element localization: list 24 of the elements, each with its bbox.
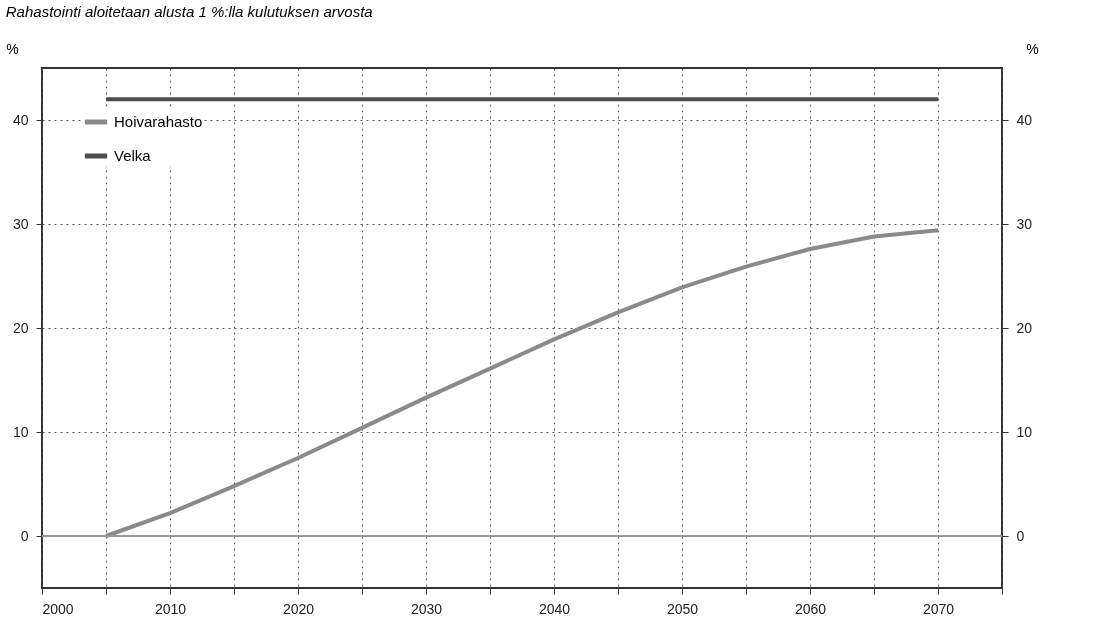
x-tick-label: 2040 (538, 600, 571, 617)
y-axis-title: % (6, 40, 19, 57)
y2-tick-label: 20 (1016, 319, 1033, 336)
y2-tick-label: 10 (1016, 423, 1033, 440)
y2-axis-title: % (1026, 40, 1039, 57)
x-tick-label: 2030 (410, 600, 443, 617)
x-tick-label: 2070 (922, 600, 955, 617)
y-tick-label: 40 (12, 111, 29, 128)
y2-tick-label: 40 (1016, 111, 1033, 128)
y-tick-label: 30 (12, 215, 29, 232)
y2-tick-label: 0 (1016, 527, 1025, 544)
x-tick-label: 2060 (794, 600, 827, 617)
x-tick-label: 2020 (282, 600, 315, 617)
x-tick-label: 2010 (154, 600, 187, 617)
y-tick-label: 20 (12, 319, 29, 336)
chart-title: Rahastointi aloitetaan alusta 1 %:lla kulutuksen arvosta (5, 3, 373, 20)
y-tick-label: 0 (20, 527, 29, 544)
x-tick-label: 2050 (666, 600, 699, 617)
y2-tick-label: 30 (1016, 215, 1033, 232)
line-series (104, 228, 940, 538)
x-tick-label: 2000 (42, 600, 74, 617)
legend-label: Hoivarahasto (114, 113, 203, 130)
y-tick-label: 10 (12, 423, 29, 440)
legend-label: Velka (114, 147, 152, 164)
